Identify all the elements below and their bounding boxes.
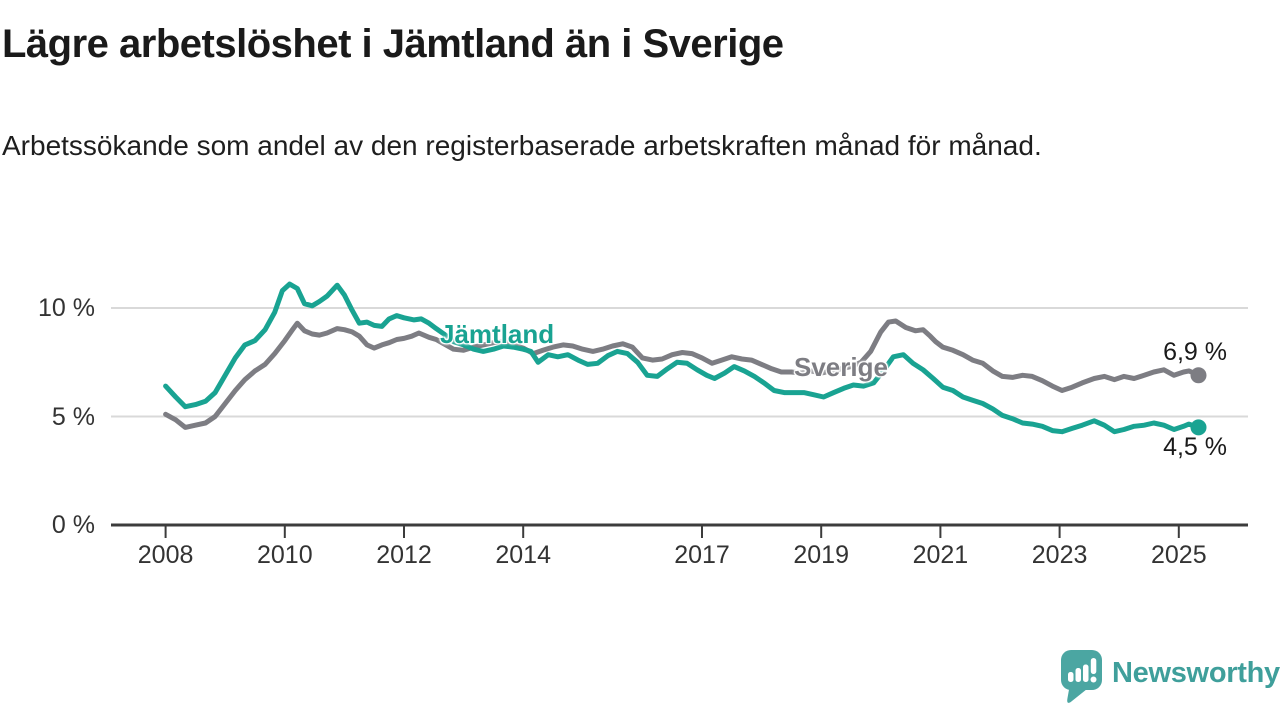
series-label-jamtland: Jämtland [440, 319, 555, 349]
x-tick-label: 2014 [495, 541, 551, 569]
x-tick-label: 2008 [137, 541, 194, 569]
x-tick-label: 2019 [793, 541, 849, 569]
y-tick-label: 0 % [51, 511, 95, 539]
x-tick-label: 2021 [912, 541, 969, 569]
x-tick-label: 2012 [376, 541, 432, 569]
x-tick-label: 2010 [256, 541, 313, 569]
x-tick-label: 2023 [1031, 541, 1088, 569]
newsworthy-logo-text: Newsworthy [1112, 656, 1280, 689]
sverige-end-dot [1190, 367, 1207, 384]
end-value-label-jamtland: 4,5 % [1163, 433, 1227, 461]
jamtland-line [163, 281, 1201, 435]
y-tick-label: 10 % [38, 294, 95, 322]
page-title: Lägre arbetslöshet i Jämtland än i Sveri… [2, 22, 784, 66]
y-tick-label: 5 % [51, 402, 95, 431]
x-tick-label: 2017 [674, 541, 730, 569]
newsworthy-logo: Newsworthy [1056, 648, 1280, 704]
sverige-line [163, 318, 1201, 430]
x-tick-label: 2025 [1150, 541, 1207, 569]
series-label-sverige: Sverige [794, 352, 888, 382]
page-subtitle: Arbetssökande som andel av den registerb… [2, 130, 1042, 161]
newsworthy-logo-icon [1061, 650, 1102, 703]
end-value-label-sverige: 6,9 % [1163, 338, 1227, 366]
